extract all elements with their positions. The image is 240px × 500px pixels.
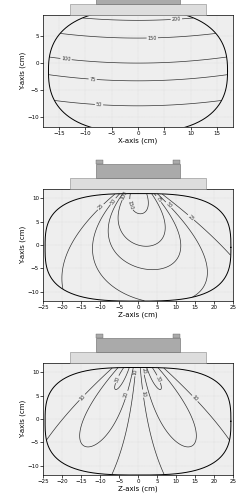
X-axis label: Z-axis (cm): Z-axis (cm): [118, 312, 158, 318]
Text: 100: 100: [61, 56, 71, 62]
Y-axis label: Y-axis (cm): Y-axis (cm): [19, 52, 26, 90]
Bar: [96, 164, 180, 177]
Bar: [173, 334, 180, 338]
Bar: [96, 338, 180, 351]
Bar: [70, 352, 206, 363]
Text: 25: 25: [187, 214, 195, 222]
Text: 30: 30: [155, 375, 162, 383]
Text: 50: 50: [165, 201, 173, 209]
X-axis label: Z-axis (cm): Z-axis (cm): [118, 486, 158, 492]
X-axis label: X-axis (cm): X-axis (cm): [118, 138, 158, 144]
Text: 75: 75: [155, 195, 162, 203]
Y-axis label: Y-axis (cm): Y-axis (cm): [19, 226, 26, 264]
Text: 100: 100: [120, 190, 129, 200]
Text: 150: 150: [148, 36, 157, 41]
Text: 10: 10: [78, 394, 86, 402]
Text: 30: 30: [114, 376, 121, 383]
Y-axis label: Y-axis (cm): Y-axis (cm): [19, 400, 26, 438]
Text: 200: 200: [172, 16, 181, 22]
Text: 50: 50: [109, 198, 117, 205]
Text: 10: 10: [132, 369, 138, 376]
Bar: [173, 160, 180, 164]
Text: 25: 25: [97, 203, 105, 211]
Bar: [96, 334, 103, 338]
Text: 20: 20: [123, 391, 130, 398]
Text: 10: 10: [191, 394, 199, 402]
Text: 75: 75: [89, 76, 96, 82]
Text: 150: 150: [127, 200, 134, 210]
Text: 20: 20: [140, 367, 146, 374]
Bar: [96, 0, 180, 4]
Bar: [70, 178, 206, 189]
Bar: [96, 160, 103, 164]
Text: 50: 50: [96, 102, 102, 108]
Bar: [70, 4, 206, 15]
Text: 10: 10: [140, 390, 146, 397]
